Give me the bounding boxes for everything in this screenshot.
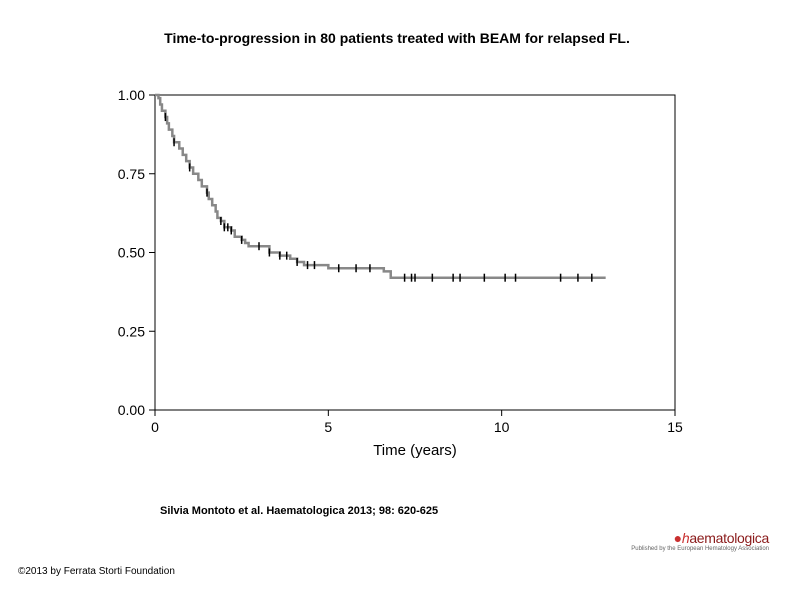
- svg-text:0.00: 0.00: [118, 402, 145, 418]
- logo-rest: aematologica: [689, 530, 769, 546]
- svg-text:0: 0: [151, 419, 159, 435]
- svg-text:15: 15: [667, 419, 683, 435]
- svg-text:10: 10: [494, 419, 510, 435]
- journal-logo: ●haematologica Published by the European…: [631, 530, 769, 552]
- chart-title: Time-to-progression in 80 patients treat…: [0, 30, 794, 46]
- svg-text:1.00: 1.00: [118, 87, 145, 103]
- svg-text:0.50: 0.50: [118, 245, 145, 261]
- svg-text:0.75: 0.75: [118, 166, 145, 182]
- citation-text: Silvia Montoto et al. Haematologica 2013…: [160, 505, 438, 517]
- svg-text:5: 5: [324, 419, 332, 435]
- km-chart-svg: 0.00 0.25 0.50 0.75 1.00 0 5 10 15 Time (years): [100, 85, 700, 465]
- svg-text:0.25: 0.25: [118, 323, 145, 339]
- journal-logo-sub: Published by the European Hematology Ass…: [631, 546, 769, 552]
- km-chart: 0.00 0.25 0.50 0.75 1.00 0 5 10 15 Time (years): [100, 85, 700, 465]
- copyright-text: ©2013 by Ferrata Storti Foundation: [18, 566, 175, 577]
- svg-text:Time (years): Time (years): [373, 442, 457, 459]
- logo-dot-icon: ●: [674, 530, 682, 546]
- journal-logo-main: ●haematologica: [631, 530, 769, 546]
